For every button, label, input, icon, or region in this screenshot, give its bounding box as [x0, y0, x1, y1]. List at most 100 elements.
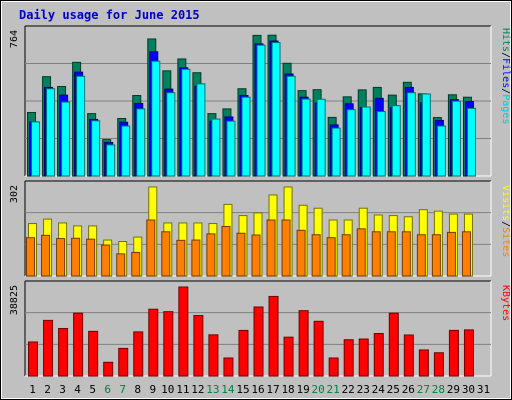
- bar-sites-day-10: [161, 231, 171, 277]
- bar-pages-day-1: [31, 121, 41, 177]
- bar-sites-day-14: [221, 225, 231, 277]
- bar-sites-day-1: [26, 237, 36, 277]
- bar-sites-day-22: [341, 234, 351, 277]
- x-tick-day-18: 18: [281, 383, 294, 396]
- x-tick-day-9: 9: [149, 383, 156, 396]
- bar-sites-day-26: [401, 231, 411, 277]
- bar-sites-day-24: [371, 231, 381, 277]
- x-tick-day-19: 19: [296, 383, 309, 396]
- bar-pages-day-9: [151, 60, 161, 177]
- bar-sites-day-11: [176, 239, 186, 277]
- bar-pages-day-20: [316, 98, 326, 177]
- bar-kbytes-day-24: [373, 333, 384, 377]
- bar-kbytes-day-30: [463, 329, 474, 377]
- bar-sites-day-18: [281, 219, 291, 277]
- bar-kbytes-day-15: [238, 329, 249, 377]
- bar-kbytes-day-16: [253, 306, 264, 377]
- legend-kbytes: KBytes: [500, 285, 511, 321]
- bar-sites-day-25: [386, 231, 396, 277]
- bar-kbytes-day-3: [58, 327, 69, 377]
- bar-kbytes-day-2: [43, 319, 54, 377]
- x-tick-day-22: 22: [342, 383, 355, 396]
- x-tick-day-15: 15: [236, 383, 249, 396]
- bar-pages-day-27: [421, 93, 431, 177]
- bar-kbytes-day-14: [223, 357, 234, 377]
- bar-pages-day-4: [76, 75, 86, 177]
- panel-visits-sites: 302 Visits/Sites: [9, 180, 511, 277]
- bar-pages-day-15: [241, 96, 251, 177]
- bar-pages-day-26: [406, 92, 416, 177]
- bar-sites-day-2: [41, 234, 51, 277]
- bar-kbytes-day-10: [163, 311, 174, 377]
- bar-pages-day-25: [391, 105, 401, 177]
- right-legend: Hits/Files/Pages: [500, 28, 511, 124]
- bar-sites-day-28: [431, 234, 441, 277]
- bar-kbytes-day-23: [358, 338, 369, 377]
- bar-sites-day-7: [116, 253, 126, 277]
- bar-kbytes-day-25: [388, 312, 399, 377]
- bar-sites-day-21: [326, 237, 336, 277]
- x-tick-day-23: 23: [357, 383, 370, 396]
- bar-kbytes-day-26: [403, 334, 414, 377]
- panel-kbytes: 38825 KBytes: [9, 280, 511, 377]
- bar-kbytes-day-21: [328, 357, 339, 377]
- bar-pages-day-2: [46, 88, 56, 177]
- bar-pages-day-14: [226, 120, 236, 177]
- bar-pages-day-21: [331, 127, 341, 177]
- bar-sites-day-23: [356, 228, 366, 277]
- x-tick-day-2: 2: [44, 383, 51, 396]
- bar-kbytes-day-19: [298, 310, 309, 377]
- bar-sites-day-16: [251, 234, 261, 277]
- x-tick-day-3: 3: [59, 383, 66, 396]
- bar-pages-day-19: [301, 98, 311, 177]
- bar-sites-day-5: [86, 238, 96, 277]
- bar-kbytes-day-29: [448, 329, 459, 377]
- x-tick-day-6: 6: [104, 383, 111, 396]
- x-axis-day-labels: 1 2 3 4 5 6 7 8 9 10 11 12 13 14 15 16 17 18 19 20 21 22 23 24 2…: [29, 383, 490, 396]
- legend-separator: /: [500, 221, 511, 227]
- bar-kbytes-day-5: [88, 330, 99, 377]
- bar-kbytes-day-11: [178, 286, 189, 377]
- x-tick-day-29: 29: [447, 383, 460, 396]
- bar-kbytes-day-22: [343, 339, 354, 377]
- x-tick-day-21: 21: [327, 383, 340, 396]
- bar-sites-day-4: [71, 237, 81, 277]
- bar-pages-day-28: [436, 125, 446, 177]
- bar-kbytes-day-12: [193, 315, 204, 377]
- x-tick-day-24: 24: [372, 383, 386, 396]
- chart-title: Daily usage for June 2015: [19, 8, 200, 22]
- bar-pages-day-24: [376, 111, 386, 177]
- bar-sites-day-17: [266, 219, 276, 277]
- bar-sites-day-27: [416, 234, 426, 277]
- bar-pages-day-5: [91, 120, 101, 177]
- bar-pages-day-23: [361, 106, 371, 177]
- x-tick-day-28: 28: [432, 383, 445, 396]
- bar-kbytes-day-28: [433, 352, 444, 377]
- bar-pages-day-8: [136, 108, 146, 177]
- legend-files: Files: [500, 58, 511, 88]
- bar-sites-day-29: [446, 231, 456, 277]
- bar-pages-day-3: [61, 101, 71, 177]
- panel-hits-files-pages: 764 Hits/Files/Pages: [9, 25, 511, 177]
- bar-kbytes-day-1: [28, 341, 39, 377]
- bar-pages-day-7: [121, 125, 131, 177]
- bar-sites-day-30: [461, 231, 471, 277]
- bar-sites-day-3: [56, 238, 66, 277]
- bar-pages-day-29: [451, 100, 461, 177]
- x-tick-day-14: 14: [221, 383, 235, 396]
- bar-pages-day-10: [166, 92, 176, 177]
- bar-pages-day-12: [196, 83, 206, 177]
- legend-sites: Sites: [500, 227, 511, 257]
- x-tick-day-11: 11: [176, 383, 189, 396]
- bar-pages-day-11: [181, 68, 191, 177]
- bar-kbytes-day-20: [313, 320, 324, 377]
- bar-kbytes-day-17: [268, 295, 279, 377]
- bar-sites-day-9: [146, 219, 156, 277]
- bar-kbytes-day-8: [133, 331, 144, 377]
- bar-pages-day-18: [286, 75, 296, 177]
- x-tick-day-30: 30: [462, 383, 475, 396]
- legend-visits: Visits: [500, 185, 511, 221]
- y-max-label: 302: [9, 185, 20, 203]
